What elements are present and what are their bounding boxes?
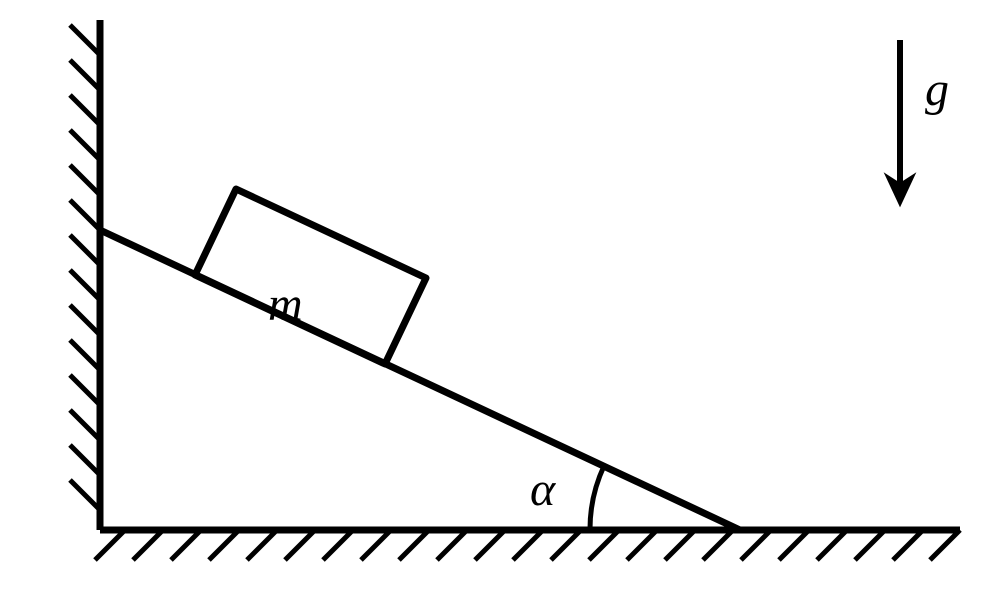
mass-label: m	[268, 278, 303, 331]
mass-block	[195, 189, 426, 364]
physics-diagram: m α g	[0, 0, 988, 612]
angle-label: α	[530, 463, 556, 516]
ground-hatching	[95, 530, 960, 560]
gravity-label: g	[925, 63, 949, 116]
angle-arc	[590, 466, 604, 530]
wall-hatching	[70, 25, 100, 510]
